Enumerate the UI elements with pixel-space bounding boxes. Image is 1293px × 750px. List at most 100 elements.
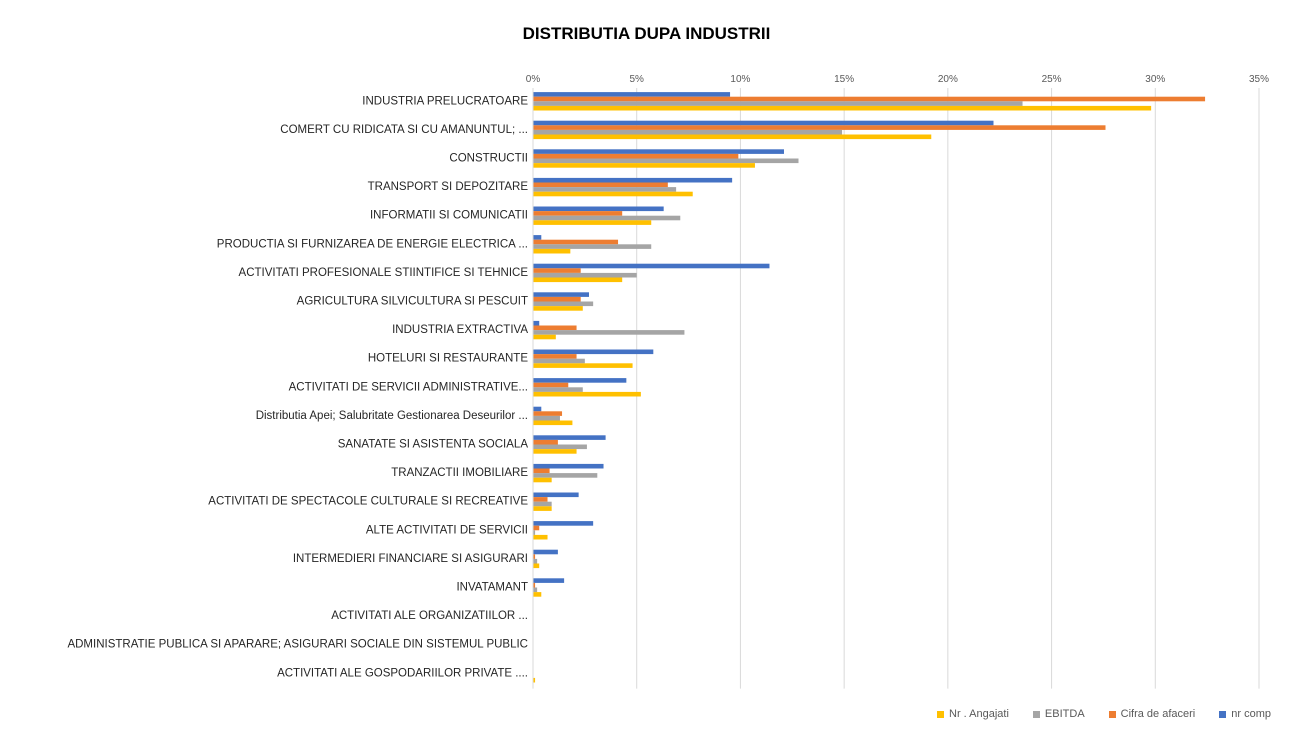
category-label: TRANSPORT SI DEPOZITARE	[368, 181, 529, 193]
bar	[533, 563, 540, 569]
legend-label: nr comp	[1231, 708, 1271, 720]
bar-chart: 0% 5% 10% 15% 20% 25% 30% 35% INDUSTRIA PRELUCR…	[67, 74, 1269, 689]
bar	[533, 463, 604, 469]
category-label: CONSTRUCTII	[449, 153, 528, 165]
bar	[533, 378, 627, 383]
bar	[533, 215, 681, 221]
bar	[533, 525, 540, 531]
bar	[533, 473, 598, 478]
bar	[533, 235, 542, 240]
bar	[533, 578, 565, 583]
category-label: ALTE ACTIVITATI DE SERVICII	[366, 524, 528, 536]
bars	[533, 92, 1206, 683]
bar	[533, 444, 587, 450]
x-tick-label: 15%	[834, 74, 854, 85]
bar	[533, 554, 536, 559]
bar	[533, 420, 573, 426]
legend-item-cifra: Cifra de afaceri	[1108, 708, 1196, 720]
bar	[533, 153, 739, 159]
x-axis-ticks: 0% 5% 10% 15% 20% 25% 30% 35%	[526, 74, 1269, 85]
x-tick-label: 0%	[526, 74, 541, 85]
legend-item-ebitda: EBITDA	[1032, 708, 1085, 720]
bar	[533, 301, 594, 307]
category-label: INDUSTRIA EXTRACTIVA	[392, 324, 528, 336]
category-label: ACTIVITATI DE SERVICII ADMINISTRATIVE...	[289, 381, 528, 393]
legend-label: Nr . Angajati	[949, 708, 1009, 720]
category-label: INFORMATII SI COMUNICATII	[370, 210, 528, 222]
chart-title: DISTRIBUTIA DUPA INDUSTRII	[522, 24, 771, 43]
category-label: ADMINISTRATIE PUBLICA SI APARARE; ASIGUR…	[67, 639, 528, 651]
bar	[533, 382, 569, 388]
bar	[533, 497, 548, 502]
bar	[533, 163, 755, 168]
bar	[533, 263, 770, 269]
bar	[533, 449, 577, 454]
gridlines	[636, 88, 1260, 689]
bar	[533, 244, 652, 249]
legend-label: EBITDA	[1044, 708, 1085, 720]
bar	[533, 187, 677, 192]
bar	[533, 248, 571, 254]
bar	[533, 96, 1206, 102]
legend-swatch	[1219, 710, 1227, 718]
category-label: INTERMEDIERI FINANCIARE SI ASIGURARI	[293, 553, 528, 565]
category-label: INDUSTRIA PRELUCRATOARE	[362, 95, 528, 107]
legend: Nr . Angajati EBITDA Cifra de afaceri nr…	[937, 708, 1271, 720]
legend-item-angajati: Nr . Angajati	[937, 708, 1009, 720]
bar	[533, 439, 558, 445]
bar	[533, 191, 693, 197]
bar	[533, 435, 606, 440]
bar	[533, 206, 664, 212]
bar	[533, 134, 932, 140]
legend-label: Cifra de afaceri	[1120, 708, 1196, 720]
x-tick-label: 5%	[629, 74, 644, 85]
bar	[533, 292, 590, 297]
category-label: AGRICULTURA SILVICULTURA SI PESCUIT	[297, 296, 528, 308]
bar	[533, 677, 536, 683]
bar	[533, 411, 563, 416]
bar	[533, 406, 542, 412]
bar	[533, 239, 619, 245]
x-tick-label: 30%	[1145, 74, 1165, 85]
bar	[533, 220, 652, 225]
bar	[533, 592, 542, 597]
category-labels: INDUSTRIA PRELUCRATOARE COMERT CU RIDICAT…	[67, 95, 528, 679]
bar	[533, 149, 784, 154]
category-label: TRANZACTII IMOBILIARE	[391, 467, 528, 479]
bar	[533, 391, 641, 397]
bar	[533, 306, 583, 311]
bar	[533, 182, 668, 188]
category-label: HOTELURI SI RESTAURANTE	[368, 353, 528, 365]
bar	[533, 354, 577, 359]
bar	[533, 334, 556, 340]
bar	[533, 268, 581, 273]
bar	[533, 272, 637, 278]
bar	[533, 582, 536, 588]
bar	[533, 325, 577, 331]
bar	[533, 105, 1152, 111]
x-tick-label: 35%	[1249, 74, 1269, 85]
bar	[533, 277, 623, 283]
category-label: PRODUCTIA SI FURNIZAREA DE ENERGIE ELECT…	[217, 238, 528, 250]
bar	[533, 101, 1023, 106]
legend-swatch	[1108, 710, 1116, 718]
bar	[533, 330, 685, 335]
bar	[533, 492, 579, 498]
category-label: INVATAMANT	[456, 582, 528, 594]
bar	[533, 415, 560, 421]
bar	[533, 468, 550, 474]
x-tick-label: 25%	[1042, 74, 1062, 85]
category-label: ACTIVITATI PROFESIONALE STIINTIFICE SI T…	[239, 267, 529, 279]
bar	[533, 120, 994, 126]
bar	[533, 387, 583, 392]
bar	[533, 521, 594, 526]
bar	[533, 129, 843, 135]
bar	[533, 501, 552, 507]
category-label: SANATATE SI ASISTENTA SOCIALA	[338, 439, 529, 451]
bar	[533, 534, 548, 540]
legend-swatch	[1032, 710, 1040, 718]
bar	[533, 320, 540, 326]
category-label: ACTIVITATI ALE ORGANIZATIILOR ...	[331, 610, 528, 622]
bar	[533, 558, 538, 564]
category-label: ACTIVITATI ALE GOSPODARIILOR PRIVATE ...…	[277, 667, 528, 679]
